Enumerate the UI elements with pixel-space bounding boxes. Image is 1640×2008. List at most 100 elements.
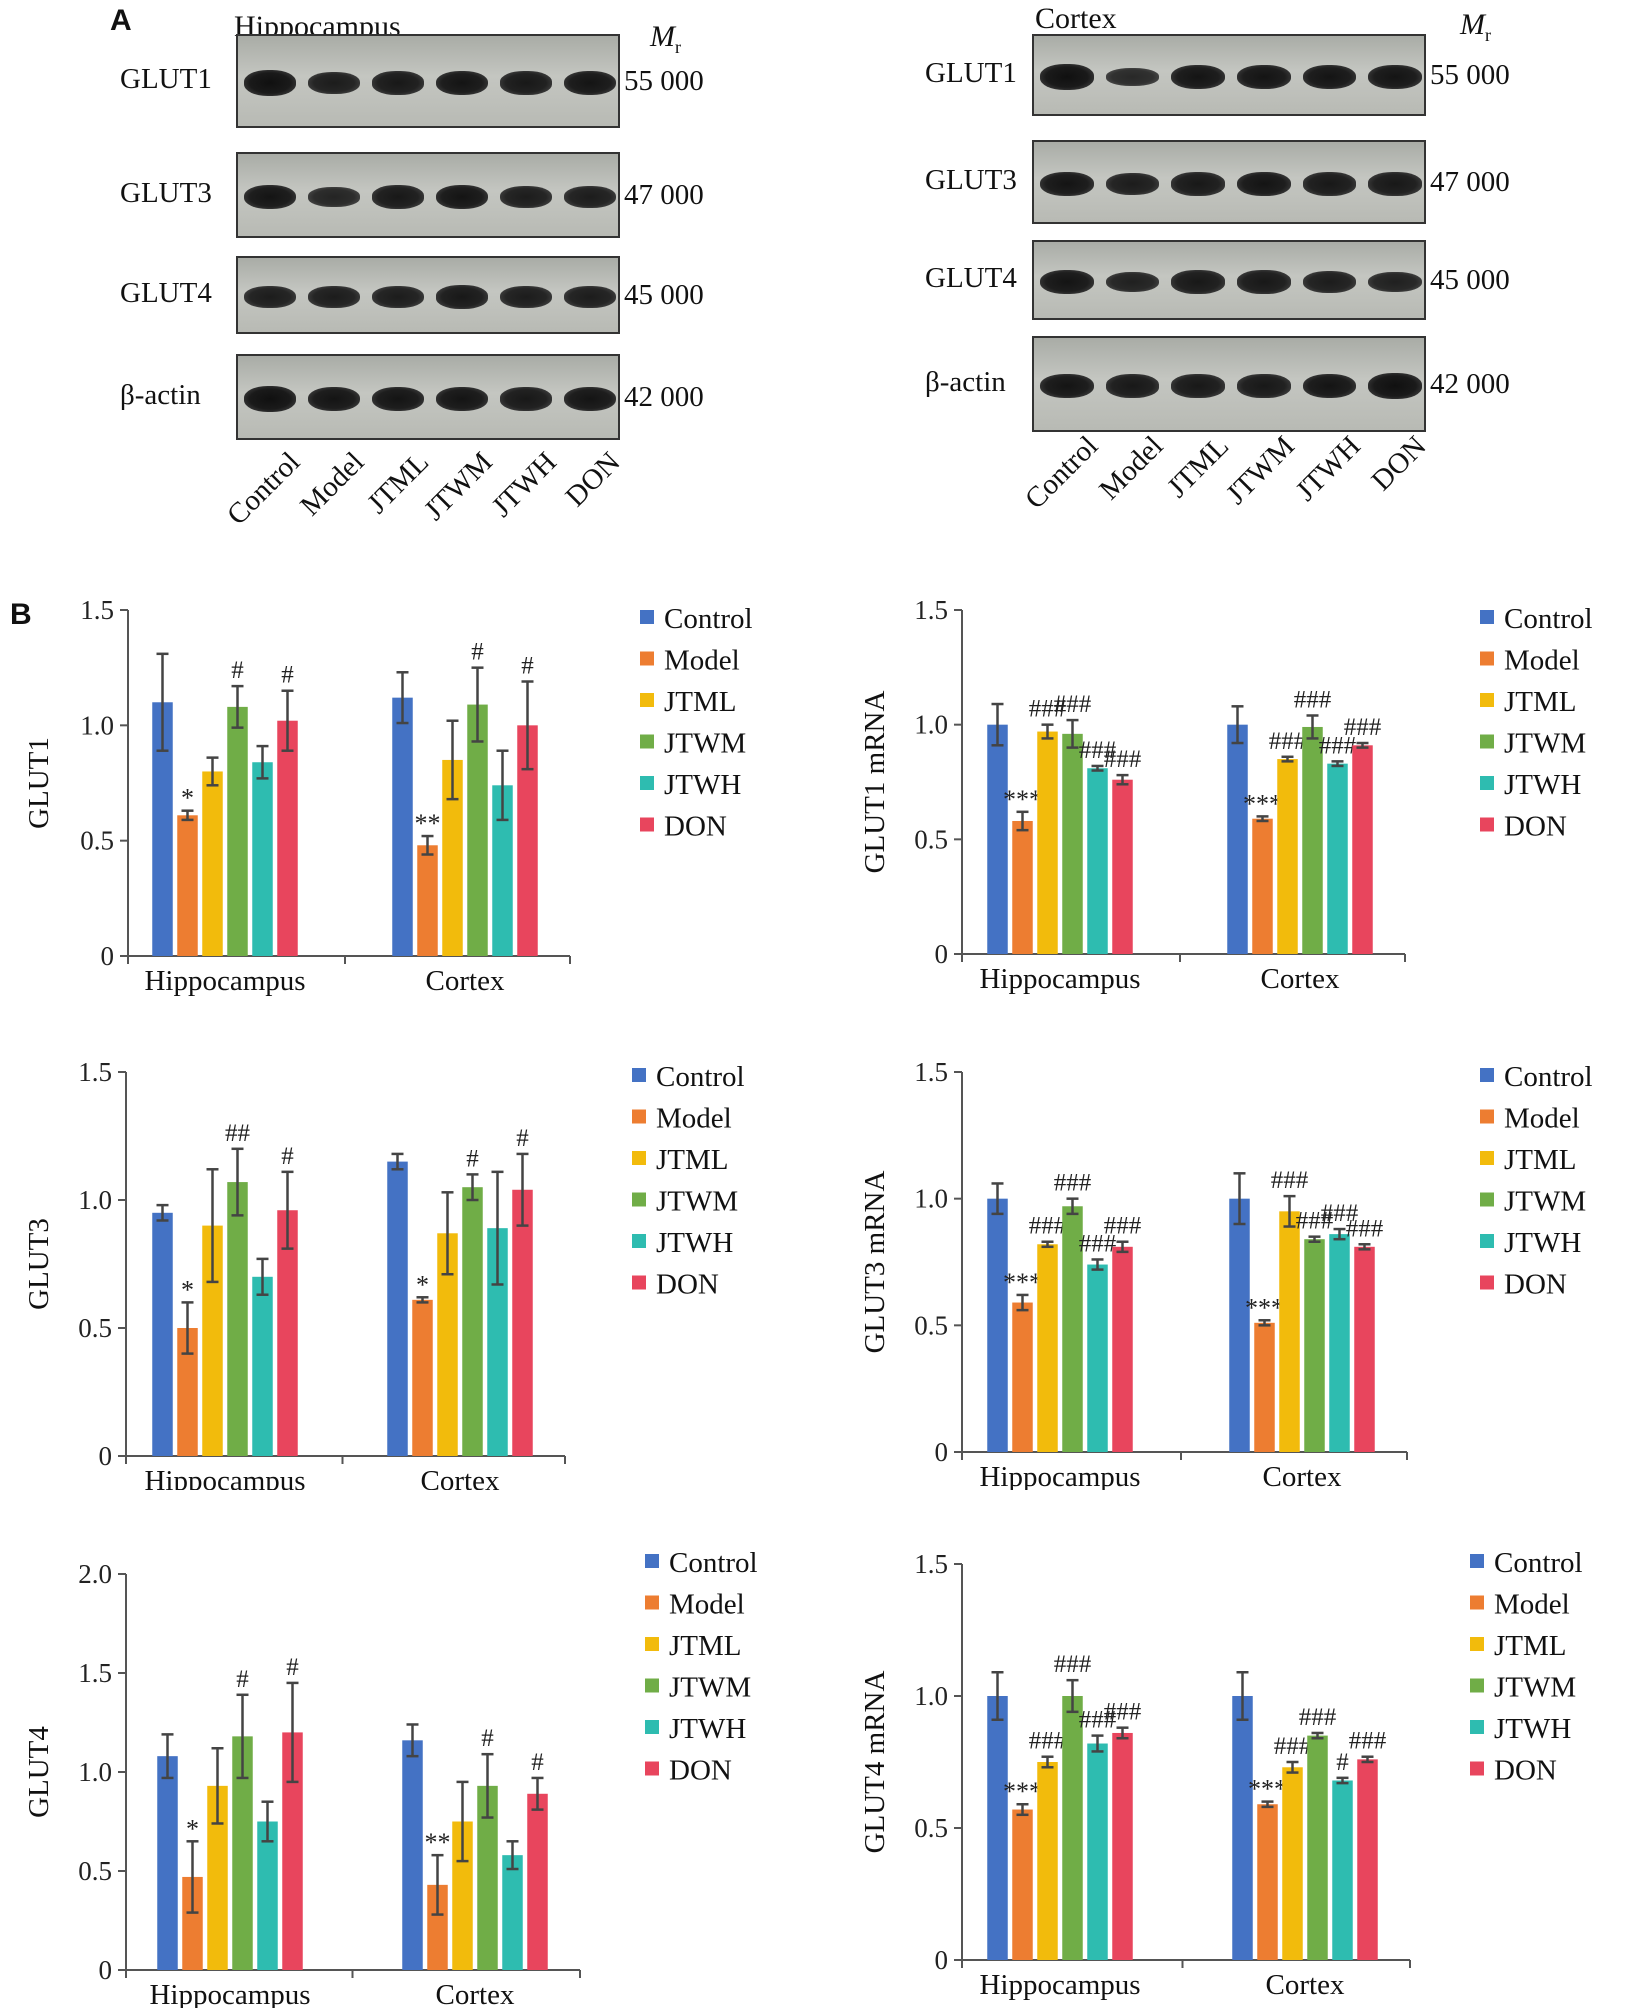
y-tick-label: 1.0	[914, 710, 948, 740]
blot-band	[243, 386, 297, 412]
bar-jtml	[202, 1225, 223, 1456]
blot-band	[1171, 172, 1226, 196]
blot-band	[1171, 64, 1226, 90]
significance-mark: ###	[1054, 691, 1092, 718]
bar-jtwm	[1062, 1206, 1083, 1452]
legend-label: DON	[669, 1755, 732, 1787]
legend-swatch	[632, 1234, 646, 1248]
blot-band	[499, 185, 553, 209]
blot-band	[1368, 373, 1423, 399]
significance-mark: ###	[1054, 1651, 1092, 1678]
bar-model	[177, 1328, 198, 1456]
blot-band	[563, 386, 617, 412]
bar-jtwm	[1304, 1239, 1325, 1452]
molecular-weight-label: 47 000	[1430, 166, 1510, 198]
y-tick-label: 0.5	[914, 824, 948, 854]
blot-band	[243, 184, 297, 210]
blot-band	[499, 71, 553, 95]
bar-control	[987, 724, 1008, 954]
significance-mark: ***	[1003, 1268, 1042, 1297]
blot-band	[1105, 67, 1160, 87]
significance-mark: ###	[1104, 1213, 1142, 1240]
significance-mark: **	[425, 1828, 451, 1857]
bar-jtwm	[1302, 726, 1323, 954]
legend-label: Control	[1504, 1061, 1593, 1093]
blot-band	[435, 386, 489, 412]
significance-mark: ###	[1029, 696, 1067, 723]
molecular-weight-label: 47 000	[624, 179, 704, 211]
legend-swatch	[1470, 1761, 1484, 1776]
legend-label: JTML	[669, 1630, 742, 1662]
bar-jtml	[207, 1785, 228, 1970]
legend-label: JTWH	[1504, 769, 1581, 801]
protein-label: GLUT1	[925, 57, 1017, 89]
legend-swatch	[1470, 1637, 1484, 1651]
y-tick-label: 1.5	[914, 595, 948, 625]
y-axis-label: GLUT3	[23, 1218, 55, 1310]
legend-label: JTWM	[1504, 1186, 1586, 1218]
category-label: Hippocampus	[979, 963, 1140, 995]
legend-label: DON	[1504, 1269, 1567, 1301]
blot-title: Cortex	[1035, 2, 1117, 35]
legend-label: DON	[656, 1269, 719, 1301]
bar-jtml	[1037, 731, 1058, 954]
bar-jtml	[1279, 1211, 1300, 1452]
blot-band	[1236, 64, 1291, 90]
significance-mark: ###	[1269, 728, 1307, 755]
legend-swatch	[1480, 1151, 1494, 1165]
bar-jtwm	[467, 704, 488, 956]
significance-mark: ###	[1104, 1699, 1142, 1726]
glut1-protein-chart: 0 0.5 1.0 1.5 GLUT1 * # # Hippocampus ** # # Cortex C…	[23, 595, 753, 997]
legend-swatch	[640, 610, 654, 624]
legend-swatch	[1480, 693, 1494, 707]
legend-swatch	[632, 1192, 646, 1207]
bar-jtml	[1282, 1767, 1303, 1960]
bar-control	[152, 1212, 173, 1456]
significance-mark: ###	[1079, 737, 1117, 764]
bar-jtwm	[227, 1182, 248, 1456]
significance-mark: ***	[1003, 785, 1042, 814]
blot-band	[435, 184, 489, 210]
bar-jtwh	[252, 762, 273, 956]
y-tick-label: 1.5	[78, 1057, 112, 1087]
blot-strip	[1032, 140, 1426, 224]
molecular-weight-label: 55 000	[1430, 59, 1510, 91]
bar-model	[1012, 1809, 1033, 1960]
blot-band	[1039, 269, 1094, 295]
blot-band	[1039, 171, 1094, 197]
lane-label: JTWH	[1289, 430, 1367, 508]
blot-band	[1302, 373, 1357, 399]
bar-jtwm	[227, 706, 248, 956]
significance-mark: ###	[1344, 714, 1382, 741]
blot-strip	[236, 152, 620, 238]
blot-band	[1302, 270, 1357, 294]
bar-control	[987, 1198, 1008, 1452]
bar-jtwh	[1332, 1780, 1353, 1960]
blot-band	[307, 386, 361, 412]
significance-mark: ###	[1321, 1200, 1359, 1227]
bar-don	[1354, 1246, 1375, 1452]
panel-b-letter: B	[10, 598, 32, 631]
legend-label: Control	[669, 1547, 758, 1579]
legend-swatch	[632, 1068, 646, 1082]
lane-label: Model	[294, 446, 371, 523]
y-tick-label: 1.0	[78, 1185, 112, 1215]
significance-mark: #	[531, 1749, 544, 1776]
legend-swatch	[645, 1678, 659, 1693]
legend-label: Control	[1504, 603, 1593, 635]
y-tick-label: 1.0	[914, 1681, 948, 1711]
significance-mark: ###	[1029, 1728, 1067, 1755]
blot-band	[1368, 271, 1423, 293]
bar-model	[412, 1299, 433, 1456]
y-tick-label: 2.0	[78, 1559, 112, 1589]
legend-swatch	[1480, 1192, 1494, 1207]
blot-band	[243, 285, 297, 309]
significance-mark: #	[281, 662, 294, 689]
legend-swatch	[632, 1275, 646, 1290]
y-axis-label: GLUT4 mRNA	[859, 1671, 891, 1854]
category-label: Cortex	[426, 965, 505, 997]
significance-mark: #	[281, 1143, 294, 1170]
blot-band	[307, 187, 361, 207]
molecular-weight-label: 42 000	[1430, 368, 1510, 400]
